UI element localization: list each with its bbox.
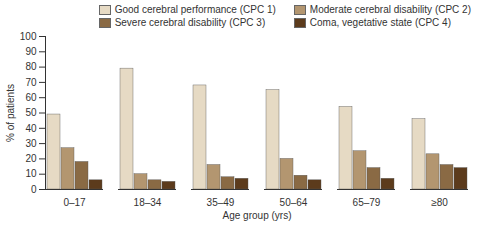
html-text:Coma, vegetative state (CPC 4): Coma, vegetative state (CPC 4) bbox=[309, 17, 451, 28]
svg-text:10: 10 bbox=[25, 168, 37, 179]
svg-text:% of patients: % of patients bbox=[5, 84, 16, 142]
svg-text:Age group (yrs): Age group (yrs) bbox=[223, 210, 292, 221]
svg-text:20: 20 bbox=[25, 153, 37, 164]
svg-text:65–79: 65–79 bbox=[353, 197, 381, 208]
svg-text:35–49: 35–49 bbox=[207, 197, 235, 208]
svg-text:40: 40 bbox=[25, 123, 37, 134]
svg-text:50–64: 50–64 bbox=[280, 197, 308, 208]
svg-text:0–17: 0–17 bbox=[63, 197, 86, 208]
html-text:Good cerebral performance (CPC: Good cerebral performance (CPC 1) bbox=[114, 4, 276, 15]
html-text:Moderate cerebral disability (: Moderate cerebral disability (CPC 2) bbox=[309, 4, 471, 15]
svg-text:≥80: ≥80 bbox=[431, 197, 448, 208]
svg-text:90: 90 bbox=[25, 46, 37, 57]
svg-text:18–34: 18–34 bbox=[134, 197, 162, 208]
svg-text:100: 100 bbox=[20, 31, 37, 42]
svg-text:70: 70 bbox=[25, 77, 37, 88]
svg-text:80: 80 bbox=[25, 61, 37, 72]
svg-text:30: 30 bbox=[25, 138, 37, 149]
svg-text:0: 0 bbox=[31, 184, 37, 195]
svg-text:60: 60 bbox=[25, 92, 37, 103]
svg-text:50: 50 bbox=[25, 107, 37, 118]
html-text:Severe cerebral disability (CP: Severe cerebral disability (CPC 3) bbox=[114, 17, 266, 28]
